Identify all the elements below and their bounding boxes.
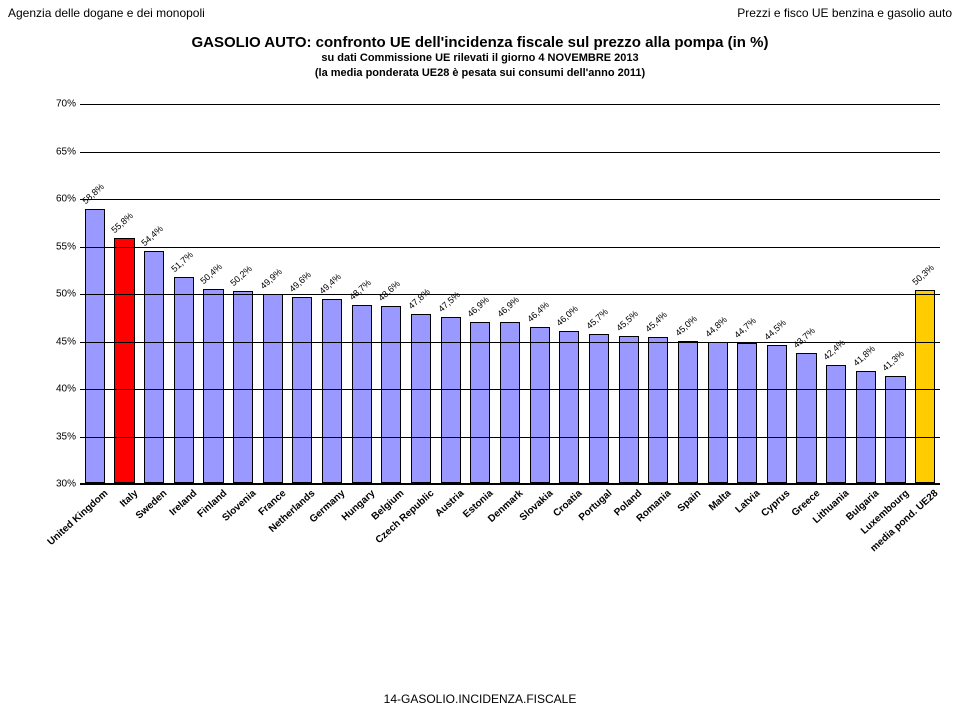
bar	[381, 306, 401, 483]
gridline	[80, 294, 940, 295]
bar	[678, 341, 698, 484]
y-tick: 45%	[44, 336, 76, 347]
gridline	[80, 247, 940, 248]
gridline	[80, 437, 940, 438]
bar	[826, 365, 846, 483]
bar-value-label: 47,8%	[406, 286, 432, 311]
x-category-label: Latvia	[734, 488, 763, 516]
gridline	[80, 199, 940, 200]
x-category-label: Spain	[676, 488, 704, 514]
bar	[322, 299, 342, 483]
bar	[174, 277, 194, 483]
bar-value-label: 45,0%	[673, 313, 699, 338]
bar-value-label: 44,8%	[703, 315, 729, 340]
bar-value-label: 44,7%	[732, 316, 758, 341]
x-category-label: Malta	[707, 488, 733, 513]
y-tick: 70%	[44, 99, 76, 110]
bar-value-label: 46,9%	[466, 295, 492, 320]
chart: 58,8%55,8%54,4%51,7%50,4%50,2%49,9%49,6%…	[40, 104, 940, 604]
bar-value-label: 45,7%	[584, 306, 610, 331]
bar-value-label: 45,5%	[614, 308, 640, 333]
bar	[589, 334, 609, 483]
chart-title-area: GASOLIO AUTO: confronto UE dell'incidenz…	[0, 34, 960, 81]
bar	[648, 337, 668, 483]
bar	[203, 289, 223, 483]
bar-value-label: 46,9%	[495, 295, 521, 320]
bar	[856, 371, 876, 483]
x-category-label: Cyprus	[759, 488, 792, 519]
y-tick: 40%	[44, 384, 76, 395]
bar-value-label: 46,4%	[525, 300, 551, 325]
bar	[114, 238, 134, 483]
bar	[85, 209, 105, 483]
bar-value-label: 50,2%	[228, 264, 254, 289]
gridline	[80, 152, 940, 153]
bar	[530, 327, 550, 483]
bar	[737, 343, 757, 483]
bar-value-label: 54,4%	[139, 224, 165, 249]
footer-text: 14-GASOLIO.INCIDENZA.FISCALE	[0, 692, 960, 706]
y-tick: 60%	[44, 194, 76, 205]
gridline	[80, 342, 940, 343]
bar-value-label: 49,4%	[317, 271, 343, 296]
bar-value-label: 41,3%	[881, 348, 907, 373]
bar	[500, 322, 520, 483]
bar	[233, 291, 253, 483]
x-category-label: Italy	[118, 488, 140, 510]
bar	[796, 353, 816, 483]
bar-value-label: 48,7%	[347, 278, 373, 303]
bar-value-label: 49,9%	[258, 266, 284, 291]
bar-value-label: 50,3%	[910, 263, 936, 288]
bar-value-label: 51,7%	[169, 249, 195, 274]
bar-value-label: 55,8%	[110, 210, 136, 235]
bar	[411, 314, 431, 483]
bar-value-label: 50,4%	[199, 262, 225, 287]
y-tick: 65%	[44, 146, 76, 157]
bar-value-label: 43,7%	[792, 325, 818, 350]
bar	[619, 336, 639, 483]
chart-subtitle-2: (la media ponderata UE28 è pesata sui co…	[0, 66, 960, 81]
bar-value-label: 41,8%	[851, 343, 877, 368]
x-category-label: Sweden	[134, 488, 169, 521]
bar-value-label: 58,8%	[80, 182, 106, 207]
y-tick: 30%	[44, 479, 76, 490]
bar-value-label: 47,5%	[436, 289, 462, 314]
y-tick: 35%	[44, 431, 76, 442]
x-axis-labels: United KingdomItalySwedenIrelandFinlandS…	[80, 484, 940, 604]
gridline	[80, 104, 940, 105]
bar	[708, 342, 728, 483]
bar	[767, 345, 787, 483]
bar-value-label: 46,0%	[555, 303, 581, 328]
bar	[470, 322, 490, 483]
bar-value-label: 45,4%	[644, 309, 670, 334]
bar-value-label: 49,6%	[288, 269, 314, 294]
x-category-label: United Kingdom	[46, 488, 111, 548]
header-left: Agenzia delle dogane e dei monopoli	[8, 6, 205, 20]
bar	[559, 331, 579, 483]
bar	[915, 290, 935, 483]
x-category-label: Austria	[433, 488, 466, 519]
y-tick: 55%	[44, 241, 76, 252]
chart-subtitle-1: su dati Commissione UE rilevati il giorn…	[0, 51, 960, 66]
bar	[144, 251, 164, 483]
header-right: Prezzi e fisco UE benzina e gasolio auto	[737, 6, 952, 20]
bar	[352, 305, 372, 483]
bar-value-label: 48,6%	[377, 279, 403, 304]
chart-title: GASOLIO AUTO: confronto UE dell'incidenz…	[0, 34, 960, 51]
y-tick: 50%	[44, 289, 76, 300]
bar-value-label: 44,5%	[762, 318, 788, 343]
plot-area: 58,8%55,8%54,4%51,7%50,4%50,2%49,9%49,6%…	[80, 104, 940, 484]
gridline	[80, 389, 940, 390]
x-category-label: Ireland	[168, 488, 200, 518]
bar	[885, 376, 905, 483]
